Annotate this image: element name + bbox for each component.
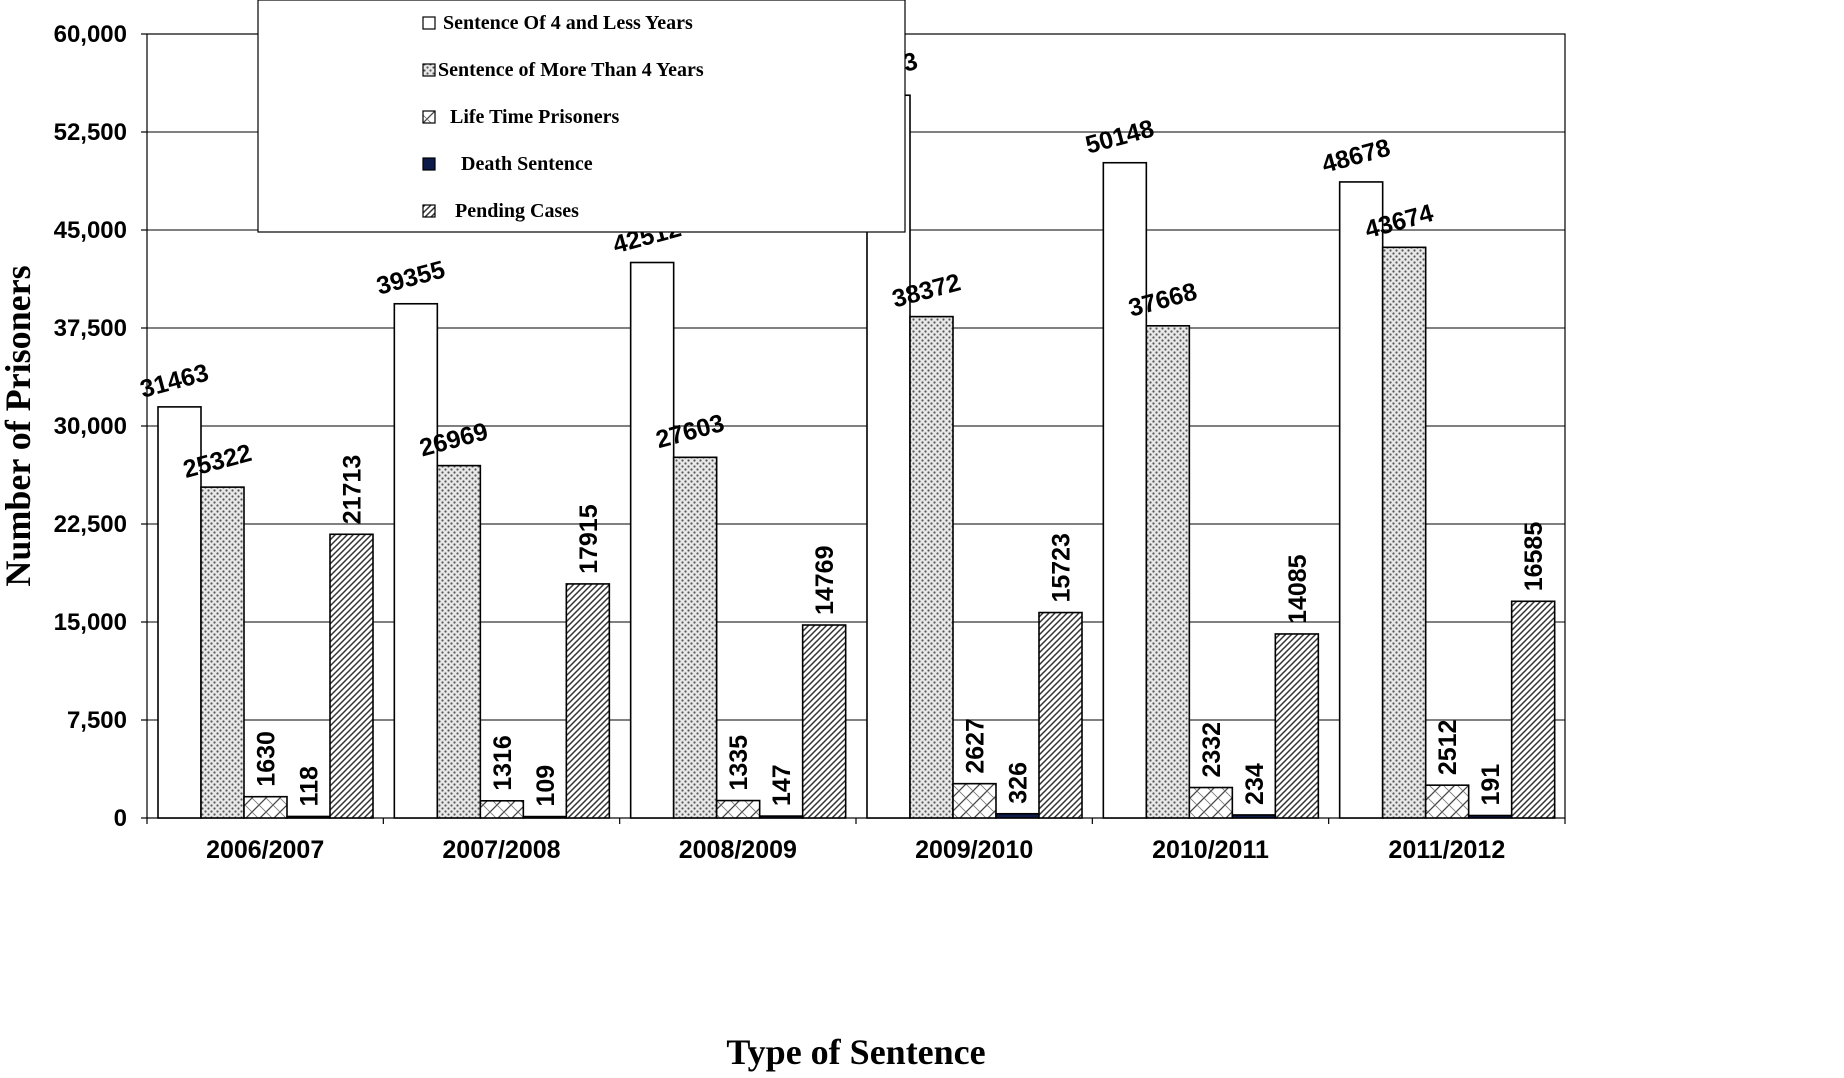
data-label: 17915 [575,504,603,574]
legend-label: Sentence Of 4 and Less Years [443,12,693,34]
x-category-label: 2009/2010 [915,836,1033,864]
data-label: 21713 [339,455,367,525]
bar [1424,784,1470,819]
data-label: 1335 [725,735,753,791]
legend-label: Life Time Prisoners [450,106,619,128]
bar [801,624,847,819]
y-tick-label: 60,000 [54,21,127,48]
bar [1145,325,1191,819]
data-label: 16585 [1520,522,1548,592]
legend-swatch [422,204,436,218]
data-label: 15723 [1048,533,1076,603]
x-category-label: 2008/2009 [679,836,797,864]
bar [1274,633,1320,819]
bar [909,315,954,819]
legend-box [257,0,906,233]
y-tick-label: 15,000 [54,609,127,636]
legend-swatch [422,63,436,77]
bar [286,815,331,819]
data-label: 191 [1477,764,1505,806]
data-label: 2512 [1434,720,1462,776]
bar [565,583,611,819]
bar [522,815,568,819]
y-axis-title: Number of Prisoners [0,265,38,586]
data-label: 2627 [962,718,990,774]
legend-swatch [422,16,436,30]
bar [479,800,525,819]
legend-swatch [422,110,436,124]
bar [952,782,997,819]
data-label: 147 [768,764,796,806]
legend: Sentence Of 4 and Less Years Sentence of … [257,0,906,233]
y-tick-label: 7,500 [67,707,127,734]
legend-label: Pending Cases [455,200,579,222]
y-axis-ticks: 0 7,500 15,000 22,500 30,000 37,500 45,000 52,5… [54,21,147,832]
y-tick-label: 22,500 [54,511,127,538]
bar [436,464,482,819]
bar [1381,246,1427,819]
bar [758,815,804,819]
data-label: 14769 [811,545,839,615]
y-tick-label: 0 [114,805,127,832]
legend-label: Death Sentence [461,153,593,175]
data-label: 1316 [489,735,517,791]
data-label: 48678 [1319,134,1393,179]
data-label: 14085 [1284,554,1312,624]
data-label: 1630 [253,731,281,787]
y-tick-label: 52,500 [54,119,127,146]
data-label: 234 [1241,763,1269,805]
data-label: 39355 [374,255,448,300]
bar [672,456,718,819]
bar [243,795,288,819]
x-category-label: 2006/2007 [206,836,324,864]
bar [1188,786,1234,819]
bar [1467,814,1513,819]
bar [1102,161,1148,819]
y-tick-label: 37,500 [54,315,127,342]
y-tick-label: 45,000 [54,217,127,244]
y-tick-label: 30,000 [54,413,127,440]
bar [715,799,761,819]
x-category-label: 2010/2011 [1152,836,1269,864]
bar [329,533,374,819]
bar [1510,600,1556,819]
bar [1231,814,1277,819]
data-label: 118 [296,766,324,806]
x-axis-title: Type of Sentence [726,1032,985,1072]
bar [200,486,245,819]
bar [995,812,1040,819]
legend-label: Sentence of More Than 4 Years [438,59,704,81]
data-label: 31463 [137,359,211,404]
x-category-label: 2007/2008 [442,836,560,864]
bar [1038,611,1083,819]
data-label: 326 [1005,762,1033,804]
legend-swatch [422,157,436,171]
bar [1338,181,1384,819]
x-category-label: 2011/2012 [1388,836,1505,864]
bar [393,302,439,819]
data-label: 50148 [1083,114,1157,159]
x-axis-categories: 2006/2007 2007/2008 2008/2009 2009/2010 2010… [146,818,1566,864]
data-label: 109 [532,765,560,807]
data-label: 2332 [1198,722,1226,778]
bar [629,261,675,819]
